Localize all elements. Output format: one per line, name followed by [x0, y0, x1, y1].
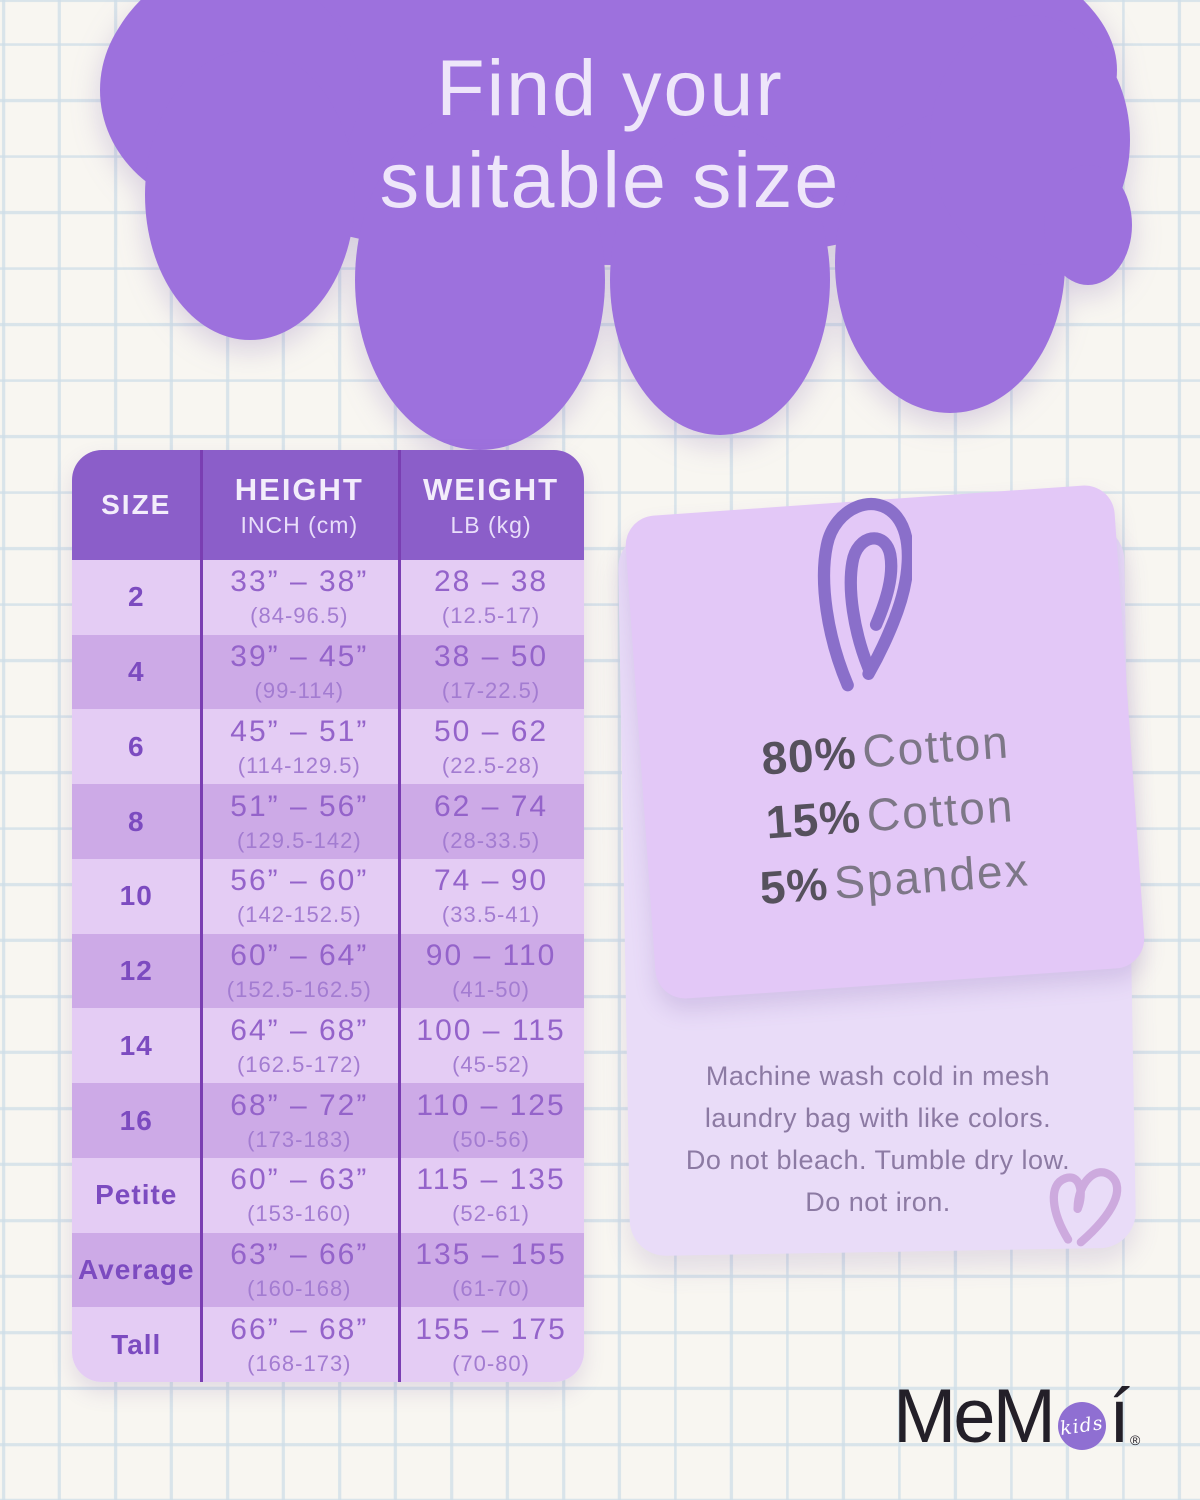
- care-instructions: Machine wash cold in mesh laundry bag wi…: [618, 1056, 1138, 1223]
- composition-material: Cotton: [860, 715, 1012, 778]
- size-cell: Tall: [111, 1328, 162, 1360]
- logo-wordmark: MeM: [893, 1374, 1056, 1459]
- weight-cell: 115 – 135: [416, 1163, 566, 1197]
- height-cell: 33” – 38”: [230, 565, 369, 599]
- weight-kg-cell: (61-70): [452, 1275, 530, 1301]
- size-cell: 6: [127, 730, 145, 762]
- table-row: 2 33” – 38” (84-96.5) 28 – 38 (12.5-17): [72, 560, 584, 635]
- height-cm-cell: (162.5-172): [236, 1051, 362, 1077]
- memoi-kids-logo: MeM kids í ®: [893, 1374, 1141, 1459]
- table-row: 8 51” – 56” (129.5-142) 62 – 74 (28-33.5): [72, 784, 584, 859]
- size-cell: 16: [119, 1104, 153, 1136]
- weight-kg-cell: (52-61): [452, 1201, 530, 1227]
- heart-icon: [1049, 1168, 1122, 1247]
- table-row: Average 63” – 66” (160-168) 135 – 155 (61-…: [72, 1232, 584, 1308]
- weight-cell: 28 – 38: [434, 565, 549, 599]
- composition-material: Spandex: [832, 843, 1032, 909]
- height-cm-cell: (84-96.5): [250, 603, 349, 629]
- care-line: laundry bag with like colors.: [704, 1102, 1052, 1133]
- height-cm-cell: (160-168): [247, 1275, 352, 1301]
- height-cell: 63” – 66”: [230, 1237, 369, 1271]
- column-divider: [398, 450, 401, 1382]
- cloud-shape: [100, 0, 1132, 450]
- weight-kg-cell: (45-52): [452, 1051, 530, 1077]
- height-cm-cell: (152.5-162.5): [226, 977, 372, 1003]
- size-cell: Petite: [95, 1179, 178, 1211]
- table-row: 14 64” – 68” (162.5-172) 100 – 115 (45-52): [72, 1008, 584, 1084]
- weight-cell: 62 – 74: [434, 789, 549, 823]
- height-cell: 66” – 68”: [230, 1312, 369, 1346]
- table-row: 10 56” – 60” (142-152.5) 74 – 90 (33.5-41): [72, 858, 584, 934]
- size-cell: 10: [119, 880, 153, 912]
- column-divider: [200, 450, 203, 1382]
- size-cell: Average: [78, 1253, 195, 1285]
- size-cell: 8: [127, 805, 145, 837]
- size-cell: 14: [119, 1029, 153, 1061]
- page-title: Find your suitable size: [10, 42, 1200, 227]
- composition-pct: 80%: [759, 726, 859, 785]
- weight-cell: 50 – 62: [434, 714, 549, 748]
- page-title-line2: suitable size: [379, 135, 841, 225]
- height-cm-cell: (114-129.5): [237, 752, 361, 778]
- logo-suffix: í: [1108, 1374, 1130, 1459]
- height-cell: 51” – 56”: [230, 789, 369, 823]
- height-cell: 64” – 68”: [230, 1013, 369, 1047]
- table-row: Petite 60” – 63” (153-160) 115 – 135 (52-6…: [72, 1157, 584, 1233]
- page-title-line1: Find your: [436, 43, 784, 132]
- table-body: 2 33” – 38” (84-96.5) 28 – 38 (12.5-17) 4 …: [72, 560, 584, 1382]
- kids-badge-label: kids: [1058, 1411, 1105, 1440]
- kids-badge: kids: [1057, 1401, 1106, 1450]
- height-cm-cell: (168-173): [247, 1350, 352, 1376]
- height-cm-cell: (153-160): [247, 1201, 352, 1227]
- header-size: SIZE: [101, 489, 172, 520]
- height-cell: 68” – 72”: [230, 1088, 369, 1122]
- weight-kg-cell: (41-50): [452, 977, 530, 1003]
- height-cell: 56” – 60”: [230, 864, 369, 898]
- size-chart-table: SIZE HEIGHT INCH (cm) WEIGHT LB (kg) 2 3…: [72, 450, 584, 1382]
- weight-kg-cell: (70-80): [452, 1350, 530, 1376]
- weight-kg-cell: (28-33.5): [441, 827, 541, 853]
- weight-cell: 74 – 90: [434, 864, 549, 898]
- height-cm-cell: (99-114): [254, 678, 345, 704]
- note-card-stack: 80%Cotton 15%Cotton 5%Spandex Machine wa…: [617, 468, 1147, 1268]
- height-cell: 39” – 45”: [230, 640, 369, 674]
- care-line: Do not bleach. Tumble dry low.: [685, 1144, 1071, 1175]
- composition-pct: 15%: [764, 790, 863, 849]
- size-cell: 4: [127, 656, 145, 688]
- table-row: Tall 66” – 68” (168-173) 155 – 175 (70-80): [72, 1307, 584, 1382]
- table-row: 6 45” – 51” (114-129.5) 50 – 62 (22.5-28): [72, 709, 584, 785]
- height-cell: 45” – 51”: [230, 714, 369, 748]
- height-cell: 60” – 64”: [230, 939, 369, 973]
- weight-kg-cell: (22.5-28): [441, 752, 541, 778]
- size-cell: 12: [119, 955, 153, 987]
- weight-cell: 90 – 110: [425, 939, 557, 973]
- table-row: 12 60” – 64” (152.5-162.5) 90 – 110 (41-50…: [72, 933, 584, 1009]
- height-cm-cell: (129.5-142): [236, 827, 362, 853]
- weight-cell: 110 – 125: [416, 1088, 566, 1122]
- care-line: Do not iron.: [805, 1186, 951, 1217]
- weight-cell: 100 – 115: [416, 1013, 566, 1047]
- table-row: 4 39” – 45” (99-114) 38 – 50 (17-22.5): [72, 634, 584, 710]
- weight-cell: 135 – 155: [415, 1237, 567, 1271]
- weight-cell: 38 – 50: [434, 640, 549, 674]
- paperclip-icon: [817, 498, 912, 692]
- weight-kg-cell: (33.5-41): [441, 902, 541, 928]
- header-weight: WEIGHT LB (kg): [423, 471, 560, 538]
- height-cell: 60” – 63”: [230, 1163, 369, 1197]
- height-cm-cell: (142-152.5): [236, 902, 362, 928]
- composition-pct: 5%: [758, 857, 830, 914]
- weight-kg-cell: (12.5-17): [441, 603, 541, 629]
- care-line: Machine wash cold in mesh: [705, 1061, 1051, 1091]
- table-header-row: SIZE HEIGHT INCH (cm) WEIGHT LB (kg): [72, 450, 584, 560]
- table-row: 16 68” – 72” (173-183) 110 – 125 (50-56): [72, 1083, 584, 1158]
- weight-kg-cell: (17-22.5): [441, 678, 541, 704]
- size-cell: 2: [127, 581, 145, 613]
- composition-material: Cotton: [865, 779, 1016, 842]
- weight-kg-cell: (50-56): [452, 1126, 530, 1152]
- registered-mark: ®: [1130, 1431, 1141, 1448]
- height-cm-cell: (173-183): [247, 1126, 352, 1152]
- weight-cell: 155 – 175: [415, 1312, 567, 1346]
- header-height: HEIGHT INCH (cm): [234, 471, 364, 538]
